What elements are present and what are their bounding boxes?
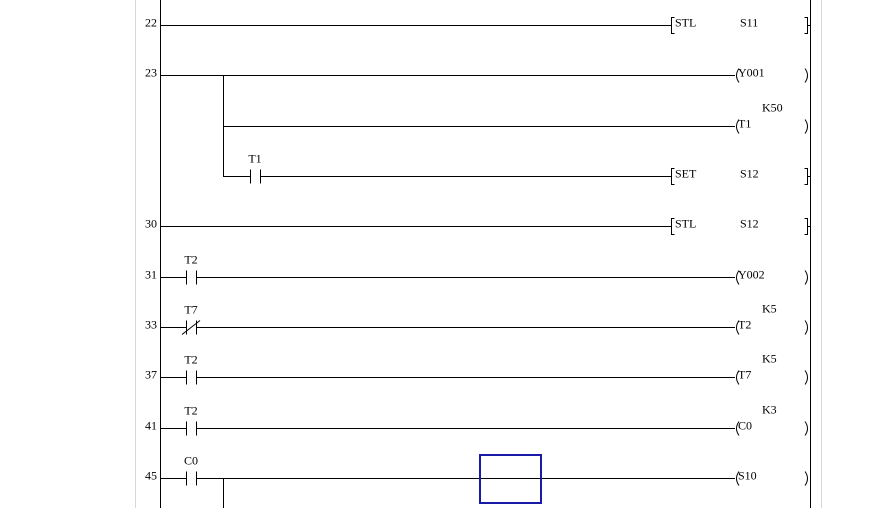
nc-contact-icon[interactable] [181,320,201,335]
coil-constant: K50 [762,101,783,115]
step-number: 23 [145,66,157,80]
step-number: 41 [145,419,157,433]
ladder-rung[interactable]: 37 T2 T7 K5 [145,352,808,385]
step-number: 22 [145,16,157,30]
instruction-box[interactable]: SET S12 [671,167,811,185]
output-coil[interactable]: S10 [736,469,808,486]
step-number: 45 [145,469,157,483]
step-number: 37 [145,368,157,382]
contact-label: T2 [184,404,197,418]
instruction-operand: S12 [740,167,759,181]
instruction-operand: S11 [740,16,758,30]
instruction-box[interactable]: STL S11 [671,16,811,34]
output-coil[interactable]: T1 K50 [736,101,808,134]
instruction-name: STL [675,16,696,30]
step-number: 30 [145,217,157,231]
no-contact-icon[interactable] [186,370,197,385]
coil-device: Y002 [738,268,765,282]
step-number: 31 [145,268,157,282]
coil-device: C0 [738,419,752,433]
output-coil[interactable]: T7 K5 [736,352,808,385]
output-coil[interactable]: T2 K5 [736,302,808,335]
coil-constant: K5 [762,352,777,366]
ladder-rung[interactable]: 31 T2 Y002 [145,253,808,285]
coil-device: Y001 [738,66,765,80]
output-coil[interactable]: C0 K3 [736,403,808,436]
coil-device: T7 [738,368,751,382]
ladder-rung[interactable]: 22 STL S11 [145,16,811,34]
no-contact-icon[interactable] [250,169,261,184]
coil-device: T1 [738,117,751,131]
coil-constant: K5 [762,302,777,316]
ladder-rung[interactable]: 41 T2 C0 K3 [145,403,808,436]
contact-label: C0 [184,454,198,468]
contact-label: T1 [248,152,261,166]
instruction-name: STL [675,217,696,231]
output-coil[interactable]: Y002 [736,268,808,285]
no-contact-icon[interactable] [186,270,197,285]
instruction-name: SET [675,167,697,181]
ladder-rung[interactable]: 45 C0 S10 [145,454,808,486]
coil-constant: K3 [762,403,777,417]
no-contact-icon[interactable] [186,421,197,436]
coil-device: S10 [738,469,757,483]
coil-device: T2 [738,318,751,332]
step-number: 33 [145,318,157,332]
cell-cursor[interactable] [479,454,542,504]
ladder-rung[interactable]: T1 SET S12 [223,152,811,185]
contact-label: T2 [184,353,197,367]
instruction-box[interactable]: STL S12 [671,217,811,235]
output-coil[interactable]: Y001 [736,66,808,83]
ladder-rung[interactable]: 30 STL S12 [145,217,811,235]
contact-label: T7 [184,303,197,317]
no-contact-icon[interactable] [186,471,197,486]
ladder-rung[interactable]: 33 T7 T2 K5 [145,302,808,335]
ladder-rung[interactable]: 23 Y001 [145,66,808,83]
ladder-rung[interactable]: T1 K50 [223,101,808,134]
contact-label: T2 [184,253,197,267]
instruction-operand: S12 [740,217,759,231]
